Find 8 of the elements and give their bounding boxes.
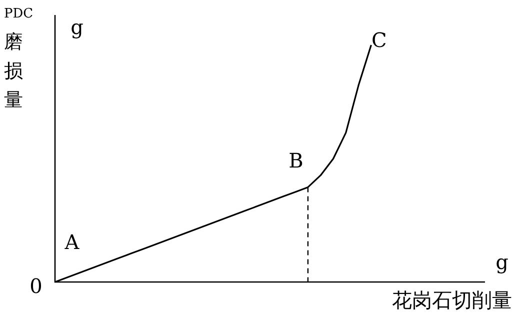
x-axis-title: 花岗石切削量 bbox=[392, 288, 512, 312]
text: g bbox=[496, 250, 509, 274]
annotation: A bbox=[64, 230, 80, 254]
annotation: B bbox=[288, 148, 304, 172]
text: 0 bbox=[30, 274, 42, 298]
y-axis-title: PDC磨损量 bbox=[4, 6, 34, 111]
text: g bbox=[70, 15, 84, 40]
annotation: C bbox=[372, 28, 387, 52]
